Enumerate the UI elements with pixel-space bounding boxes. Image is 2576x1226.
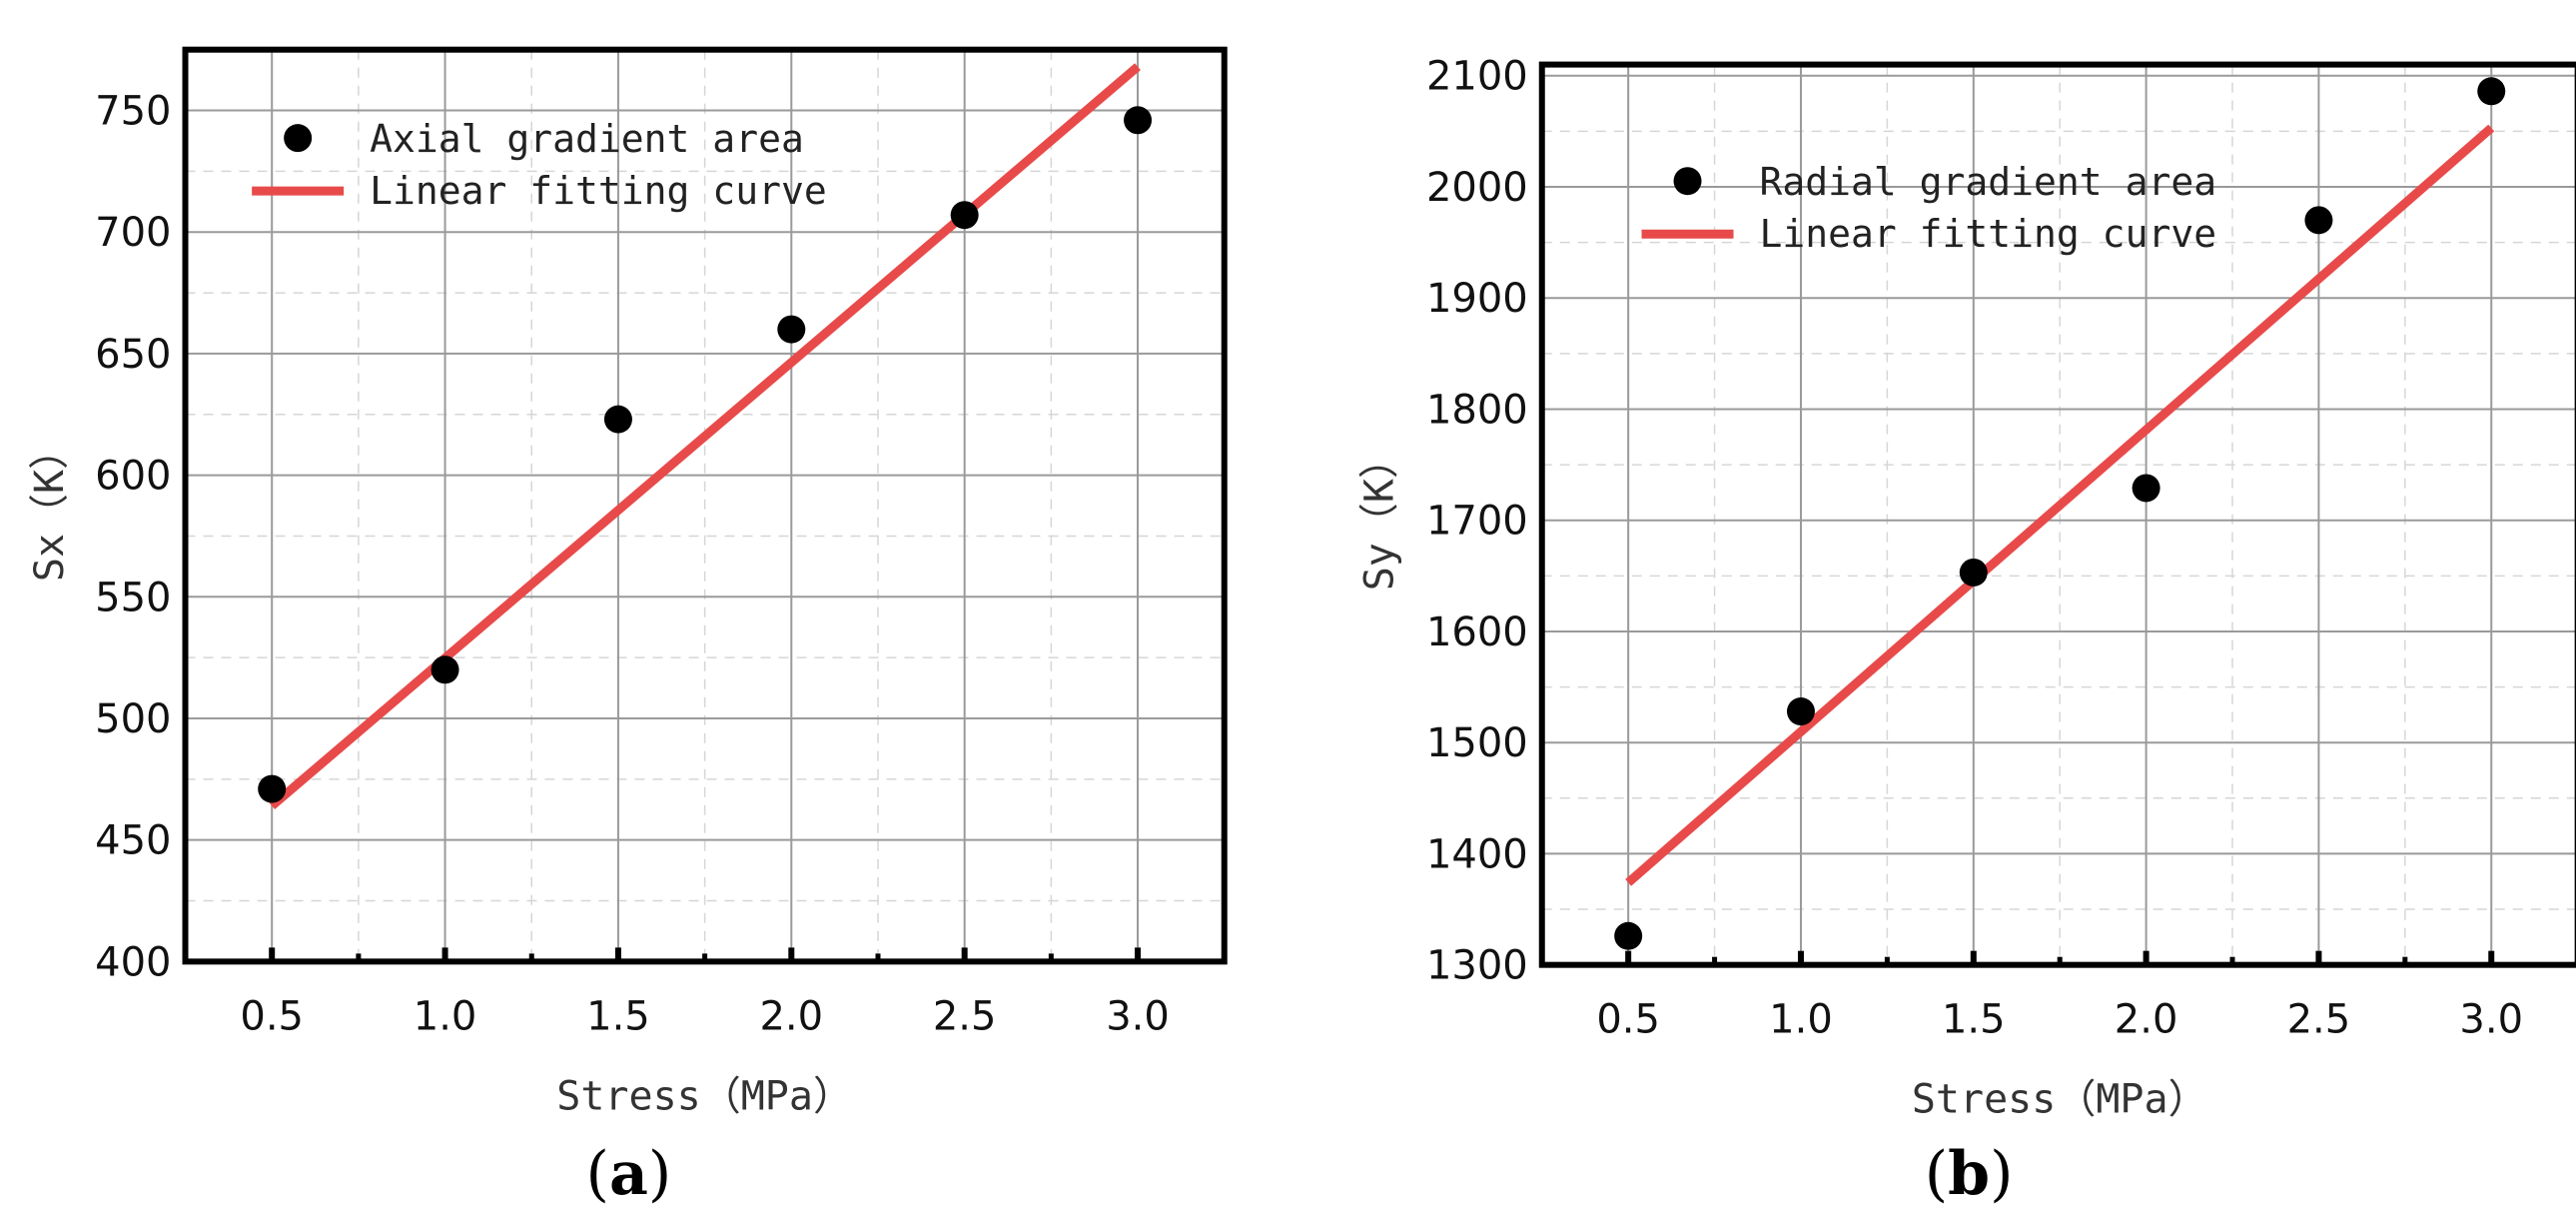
x-tick-label: 1.5	[1942, 997, 2006, 1043]
x-tick-label: 2.5	[2287, 997, 2351, 1043]
data-point	[2304, 206, 2333, 235]
data-point	[1124, 106, 1153, 135]
y-tick-label: 1900	[1426, 276, 1528, 322]
chart-panel-b: 0.5 1.0 1.5 2.0 2.5 3.0 1300 1400 1500 1600 1700 18…	[1357, 54, 2576, 1209]
legend-label-line: Linear fitting curve	[370, 169, 827, 213]
chart-panel-a: 0.5 1.0 1.5 2.0 2.5 3.0 400 450 500 550 600 650 700 7…	[27, 46, 1228, 1209]
legend-marker-points	[284, 124, 313, 153]
fit-line	[1625, 124, 2495, 886]
data-point	[1959, 558, 1988, 587]
y-tick-label: 500	[95, 696, 171, 742]
y-tick-label: 1600	[1426, 610, 1528, 655]
x-tick-label: 1.5	[586, 993, 650, 1039]
data-point	[603, 405, 632, 434]
fit-line	[269, 63, 1141, 810]
y-tick-label: 2100	[1426, 54, 1528, 100]
panel-label-letter: a	[609, 1139, 648, 1209]
y-tick-label: 550	[95, 575, 171, 620]
y-axis-title: Sy（K）	[1357, 439, 1403, 591]
y-tick-label: 1400	[1426, 831, 1528, 877]
data-point	[2477, 77, 2506, 106]
legend-marker-points	[1673, 167, 1702, 196]
y-tick-label: 400	[95, 939, 171, 985]
y-tick-label: 750	[95, 89, 171, 135]
x-tick-label: 3.0	[1106, 993, 1170, 1039]
panel-label-paren-close: )	[1990, 1139, 2013, 1209]
panel-label: (a)	[586, 1139, 672, 1209]
x-tick-label: 2.0	[2115, 997, 2178, 1043]
y-tick-label: 1300	[1426, 943, 1528, 989]
panel-label-paren-open: (	[1925, 1139, 1948, 1209]
panel-label-paren-close: )	[648, 1139, 671, 1209]
x-axis-title: Stress（MPa）	[1912, 1077, 2208, 1123]
x-tick-label: 2.5	[933, 993, 997, 1039]
y-tick-label: 450	[95, 818, 171, 864]
y-axis-title: Sx（K）	[27, 430, 73, 582]
y-tick-label: 700	[95, 210, 171, 256]
y-tick-label: 650	[95, 332, 171, 378]
panel-label-paren-open: (	[586, 1139, 609, 1209]
y-tick-label: 600	[95, 454, 171, 500]
x-tick-label: 0.5	[240, 993, 304, 1039]
x-tick-label: 1.0	[1769, 997, 1833, 1043]
y-tick-label: 1500	[1426, 720, 1528, 766]
data-point	[950, 201, 979, 230]
data-point	[777, 315, 806, 344]
legend-label-points: Radial gradient area	[1760, 160, 2217, 204]
panel-label: (b)	[1925, 1139, 2014, 1209]
x-tick-label: 1.0	[414, 993, 477, 1039]
y-tick-label: 1700	[1426, 499, 1528, 545]
panel-label-letter: b	[1948, 1139, 1990, 1209]
y-tick-label: 2000	[1426, 165, 1528, 211]
y-tick-label: 1800	[1426, 387, 1528, 433]
x-tick-label: 0.5	[1596, 997, 1660, 1043]
data-point	[1786, 697, 1815, 726]
data-point	[1614, 921, 1643, 950]
legend-label-line: Linear fitting curve	[1760, 212, 2217, 256]
data-point	[2132, 474, 2160, 503]
legend-label-points: Axial gradient area	[370, 117, 804, 161]
x-tick-label: 3.0	[2459, 997, 2523, 1043]
data-point	[430, 655, 459, 684]
data-point	[258, 774, 287, 803]
x-tick-label: 2.0	[759, 993, 823, 1039]
x-axis-title: Stress（MPa）	[556, 1073, 853, 1119]
